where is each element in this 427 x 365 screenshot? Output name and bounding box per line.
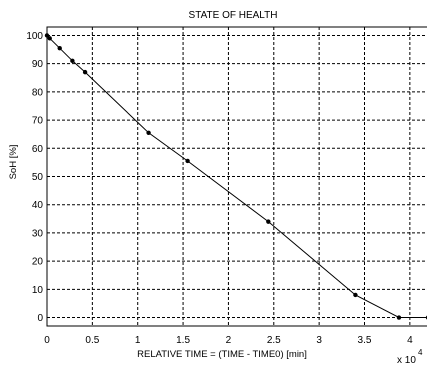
y-tick-label: 90 <box>32 59 44 70</box>
x-tick-label: 2.5 <box>267 335 281 346</box>
data-point <box>47 36 52 41</box>
x-axis-multiplier: x 10 <box>397 355 416 365</box>
y-tick-label: 0 <box>37 313 43 324</box>
y-gridlines <box>47 34 427 319</box>
y-tick-label: 10 <box>32 285 44 296</box>
x-axis-label: RELATIVE TIME = (TIME - TIME0) [min] <box>137 349 307 360</box>
x-tick-label: 3.5 <box>358 335 372 346</box>
x-tick-label: 4 <box>407 335 413 346</box>
x-tick-label: 1.5 <box>176 335 190 346</box>
data-point <box>57 45 62 51</box>
data-point <box>146 130 151 135</box>
data-point <box>353 292 358 298</box>
x-tick-label: 0.5 <box>85 335 99 346</box>
y-tick-label: 30 <box>32 228 44 239</box>
x-tick-label: 1 <box>135 335 141 346</box>
y-tick-label: 100 <box>26 31 43 42</box>
soh-series-markers <box>44 33 427 320</box>
x-tick-label: 2 <box>226 335 232 346</box>
y-tick-label: 70 <box>32 116 44 127</box>
x-tick-label: 0 <box>44 335 50 346</box>
plot-frame <box>46 26 427 327</box>
data-point <box>70 58 75 64</box>
y-tick-label: 50 <box>32 172 44 183</box>
data-point <box>396 315 402 320</box>
y-axis-label: SoH [%] <box>8 145 19 180</box>
y-tick-label: 20 <box>32 257 44 268</box>
data-point <box>266 219 271 224</box>
x-tick-labels: 0 0.5 1 1.5 2 2.5 3 3.5 4 <box>44 335 413 346</box>
data-point <box>44 33 50 38</box>
y-tick-labels: 0 10 20 30 40 50 60 70 80 90 100 <box>26 31 43 324</box>
y-tick-label: 60 <box>32 144 44 155</box>
x-axis-multiplier-exponent: 4 <box>418 348 423 357</box>
data-point <box>82 69 88 75</box>
x-axis-multiplier-base: x 10 <box>397 355 416 365</box>
y-tick-label: 40 <box>32 200 44 211</box>
y-tick-label: 80 <box>32 87 44 98</box>
x-tick-label: 3 <box>316 335 322 346</box>
data-point <box>185 158 190 164</box>
chart-title: STATE OF HEALTH <box>189 10 278 21</box>
